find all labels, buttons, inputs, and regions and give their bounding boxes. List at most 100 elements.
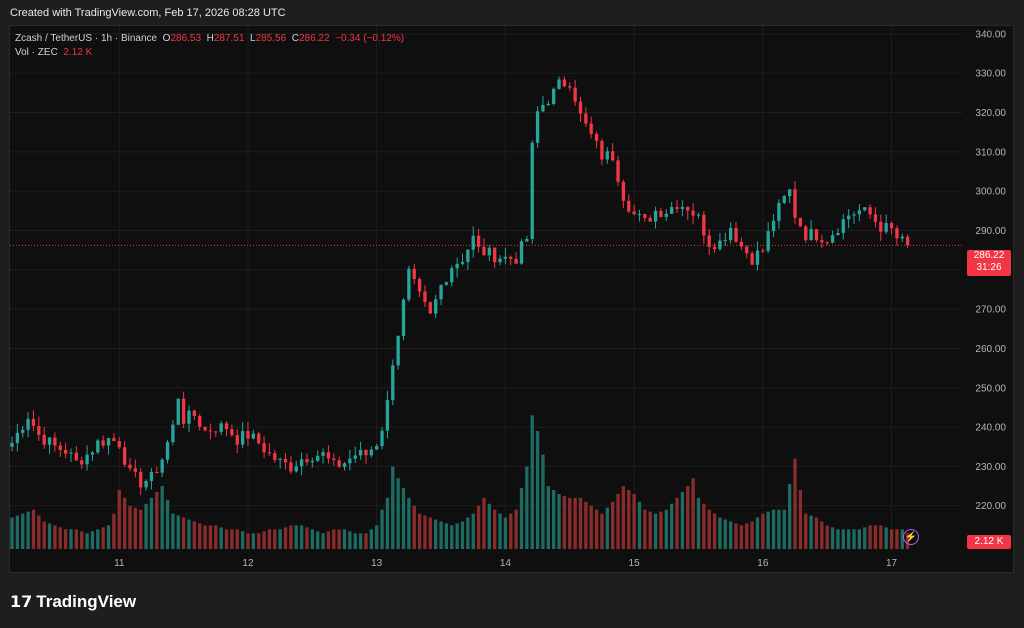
candle-body xyxy=(187,410,191,424)
candle-body xyxy=(375,446,379,450)
candle-body xyxy=(63,449,68,454)
candle-body xyxy=(669,207,674,214)
volume-bar xyxy=(353,533,357,549)
volume-bar xyxy=(74,529,79,549)
volume-bar xyxy=(594,509,599,549)
candle-body xyxy=(889,223,894,229)
volume-bar xyxy=(541,454,545,549)
candle-body xyxy=(546,103,550,106)
volume-bar xyxy=(401,488,406,549)
tradingview-logo[interactable]: 𝟭𝟳 TradingView xyxy=(10,592,136,612)
volume-bar xyxy=(804,513,808,549)
symbol-name[interactable]: Zcash / TetherUS · 1h · Binance xyxy=(15,33,158,44)
close-label: C xyxy=(291,33,299,44)
candle-body xyxy=(423,291,427,303)
volume-bar xyxy=(836,529,840,549)
volume-bar xyxy=(80,531,84,549)
volume-bar xyxy=(455,523,459,549)
candle-body xyxy=(793,189,797,218)
candle-body xyxy=(568,86,572,88)
candle-body xyxy=(712,246,717,250)
candle-body xyxy=(594,133,599,141)
candle-body xyxy=(852,214,856,216)
candle-body xyxy=(879,221,883,232)
candle-body xyxy=(696,214,701,216)
volume-bar xyxy=(69,529,73,549)
volume-bar xyxy=(487,503,491,549)
candle-body xyxy=(428,302,432,314)
candle-body xyxy=(342,463,347,467)
volume-bar xyxy=(525,466,529,549)
volume-bar xyxy=(337,529,341,549)
price-tick-label: 260.00 xyxy=(975,344,1006,355)
volume-bar xyxy=(332,529,336,549)
volume-bar xyxy=(611,501,615,549)
lightning-icon[interactable]: ⚡ xyxy=(903,529,919,545)
symbol-legend[interactable]: Zcash / TetherUS · 1h · Binance O286.53 … xyxy=(15,33,404,44)
volume-bar xyxy=(310,529,314,549)
candle-body xyxy=(21,429,25,433)
volume-bar xyxy=(203,525,207,549)
candle-body xyxy=(283,458,288,463)
candle-body xyxy=(42,434,46,445)
candle-body xyxy=(10,442,14,447)
candle-body xyxy=(873,214,878,222)
volume-legend[interactable]: Vol · ZEC 2.12 K xyxy=(15,47,92,58)
candle-body xyxy=(305,459,309,463)
candle-body xyxy=(219,423,223,432)
candle-body xyxy=(181,398,186,424)
volume-bar xyxy=(605,507,609,549)
volume-bar xyxy=(278,529,282,549)
volume-bar xyxy=(369,529,373,549)
volume-bar xyxy=(348,531,352,549)
candle-body xyxy=(535,111,540,143)
volume-bar xyxy=(251,533,256,549)
candle-body xyxy=(600,140,604,160)
time-tick-label: 13 xyxy=(371,558,383,569)
volume-bar xyxy=(58,527,62,549)
candle-body xyxy=(155,471,159,473)
volume-bar xyxy=(267,529,272,549)
chart-panel[interactable] xyxy=(9,25,1014,573)
candle-body xyxy=(643,214,647,218)
candle-body xyxy=(541,105,545,112)
candle-body xyxy=(632,211,636,215)
candle-body xyxy=(101,440,105,446)
volume-bar xyxy=(466,517,470,549)
candle-body xyxy=(863,207,867,211)
volume-bar xyxy=(557,493,561,549)
volume-bar xyxy=(900,529,904,549)
volume-bar xyxy=(160,486,164,549)
candle-body xyxy=(332,458,336,461)
candle-body xyxy=(80,460,84,465)
volume-bar xyxy=(895,529,899,549)
price-tick-label: 320.00 xyxy=(975,108,1006,119)
candle-body xyxy=(611,151,615,161)
candle-body xyxy=(836,233,840,236)
volume-bar xyxy=(546,486,550,549)
volume-bar xyxy=(519,488,524,549)
volume-bar xyxy=(761,513,765,549)
candle-body xyxy=(723,240,727,242)
volume-bar xyxy=(171,513,175,549)
volume-bar xyxy=(224,529,229,549)
volume-bar xyxy=(723,519,727,549)
volume-bar xyxy=(187,519,191,549)
time-tick-label: 14 xyxy=(500,558,512,569)
candle-body xyxy=(804,226,808,241)
candle-body xyxy=(868,207,872,215)
time-tick-label: 12 xyxy=(242,558,254,569)
volume-bar xyxy=(42,521,46,549)
volume-bar xyxy=(294,525,298,549)
candle-body xyxy=(514,258,518,264)
volume-bar xyxy=(37,515,41,549)
candle-body xyxy=(208,430,213,432)
time-tick-label: 15 xyxy=(629,558,641,569)
candle-body xyxy=(385,400,390,431)
volume-bar xyxy=(208,525,213,549)
volume-bar xyxy=(198,523,202,549)
volume-bar xyxy=(96,529,100,549)
candle-body xyxy=(257,433,261,444)
candle-body xyxy=(251,433,256,439)
